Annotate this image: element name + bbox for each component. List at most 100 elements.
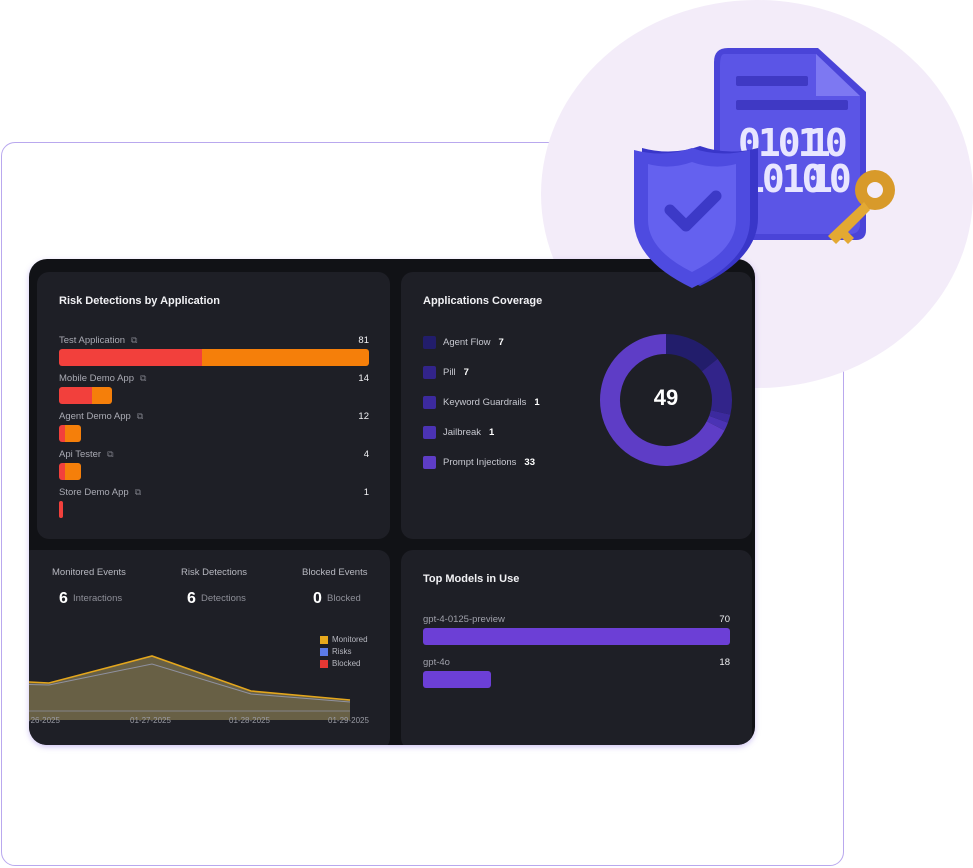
external-link-icon[interactable]: ⧉ — [139, 373, 147, 383]
coverage-card-title: Applications Coverage — [423, 295, 543, 307]
legend-swatch — [423, 365, 436, 379]
risk-count: 81 — [358, 335, 369, 346]
models-card-title: Top Models in Use — [423, 573, 520, 585]
monitored-line — [29, 655, 351, 701]
coverage-legend-keyword-guardrails[interactable]: Keyword Guardrails 1 — [423, 395, 540, 409]
risk-bar-red-segment — [59, 425, 66, 442]
metric-title-risk: Risk Detections — [181, 567, 247, 578]
risk-row-api-tester[interactable]: Api Tester ⧉ 4 — [59, 449, 369, 481]
model-bar[interactable] — [423, 628, 730, 645]
legend-label: Jailbreak — [443, 426, 482, 438]
events-area-chart[interactable] — [29, 640, 390, 720]
legend-count: 1 — [489, 426, 495, 438]
app-name: Agent Demo App — [59, 411, 131, 422]
donut-slice-prompt-injections[interactable] — [600, 334, 725, 466]
legend-label: Pill — [443, 366, 456, 378]
metric-number-monitored: 6 — [59, 590, 68, 607]
x-tick-label: 01-28-2025 — [229, 716, 270, 725]
risk-bar — [59, 425, 81, 442]
model-count: 18 — [719, 657, 730, 668]
risks-line — [29, 663, 351, 703]
donut-slice-jailbreak[interactable] — [706, 415, 728, 431]
key-icon — [828, 170, 895, 244]
security-illustration: 0101 10 1010 10 — [634, 48, 895, 288]
external-link-icon[interactable]: ⧉ — [107, 449, 114, 459]
risk-detections-card: Risk Detections by Application Test Appl… — [37, 272, 390, 539]
risk-bar-orange-segment — [201, 349, 369, 366]
legend-swatch — [423, 455, 436, 469]
coverage-legend-prompt-injections[interactable]: Prompt Injections 33 — [423, 455, 535, 469]
model-count: 70 — [719, 614, 730, 625]
area-legend-monitored[interactable]: Monitored — [320, 635, 368, 644]
risk-bar-orange-segment — [91, 387, 112, 404]
model-label: gpt-4-0125-preview — [423, 614, 505, 625]
risk-row-mobile-demo-app[interactable]: Mobile Demo App ⧉ 14 — [59, 373, 369, 405]
coverage-legend-pill[interactable]: Pill 7 — [423, 365, 469, 379]
risk-bar-red-segment — [59, 349, 202, 366]
x-tick-label: 01-29-2025 — [328, 716, 369, 725]
metric-sub-monitored: Interactions — [73, 593, 123, 604]
top-models-card: Top Models in Use gpt-4-0125-preview 70 … — [401, 550, 752, 745]
model-label: gpt-4o — [423, 657, 450, 668]
metric-sub-blocked: Blocked — [327, 593, 361, 604]
risk-bar — [59, 501, 64, 518]
legend-label: Keyword Guardrails — [443, 396, 527, 408]
legend-swatch — [423, 335, 436, 349]
legend-swatch — [320, 635, 328, 644]
legend-swatch — [423, 395, 436, 409]
dashboard-panel: Risk Detections by Application Test Appl… — [29, 259, 755, 745]
legend-count: 7 — [498, 336, 504, 348]
legend-count: 33 — [524, 456, 535, 468]
legend-label: Prompt Injections — [443, 456, 517, 468]
external-link-icon[interactable]: ⧉ — [134, 487, 142, 497]
applications-coverage-card: Applications Coverage Agent Flow 7 Pill … — [401, 272, 752, 539]
coverage-total: 49 — [653, 385, 679, 410]
shield-icon — [634, 146, 758, 288]
app-name: Test Application — [59, 335, 126, 346]
metric-number-blocked: 0 — [313, 590, 322, 607]
risk-bar-orange-segment — [65, 425, 81, 442]
risk-count: 12 — [358, 411, 369, 422]
legend-swatch — [423, 425, 436, 439]
app-name: Api Tester — [59, 449, 102, 460]
legend-count: 7 — [463, 366, 469, 378]
metric-sub-risk: Detections — [201, 593, 246, 604]
risk-bar — [59, 387, 112, 404]
donut-slice-keyword-guardrails[interactable] — [709, 410, 731, 423]
app-name: Store Demo App — [59, 487, 129, 498]
risk-count: 4 — [363, 449, 369, 460]
area-legend-risks[interactable]: Risks — [320, 647, 352, 656]
outline-frame — [1, 142, 844, 866]
risk-bar — [59, 463, 81, 480]
metric-title-monitored: Monitored Events — [52, 567, 126, 578]
risk-bar-red-segment — [59, 463, 66, 480]
legend-label: Risks — [332, 647, 352, 656]
donut-slice-pill[interactable] — [701, 358, 732, 415]
risk-bar-red-segment — [59, 387, 92, 404]
metric-title-blocked: Blocked Events — [302, 567, 368, 578]
coverage-legend-jailbreak[interactable]: Jailbreak 1 — [423, 425, 494, 439]
external-link-icon[interactable]: ⧉ — [136, 411, 144, 421]
legend-label: Monitored — [332, 635, 368, 644]
metric-number-risk: 6 — [187, 590, 196, 607]
risk-count: 14 — [358, 373, 369, 384]
external-link-icon[interactable]: ⧉ — [131, 335, 138, 345]
risk-row-test-application[interactable]: Test Application ⧉ 81 — [59, 335, 369, 367]
risk-row-agent-demo-app[interactable]: Agent Demo App ⧉ 12 — [59, 411, 369, 443]
risk-bar-orange-segment — [65, 463, 81, 480]
donut-slice-agent-flow[interactable] — [665, 334, 718, 372]
risk-bar-red-segment — [59, 501, 64, 518]
risk-card-title: Risk Detections by Application — [59, 295, 220, 307]
area-legend-blocked[interactable]: Blocked — [320, 659, 360, 668]
legend-swatch — [320, 659, 328, 668]
risk-row-store-demo-app[interactable]: Store Demo App ⧉ 1 — [59, 487, 369, 519]
legend-label: Agent Flow — [443, 336, 491, 348]
coverage-donut-chart[interactable] — [599, 333, 733, 467]
legend-swatch — [320, 647, 328, 656]
model-bar[interactable] — [423, 671, 491, 688]
coverage-legend-agent-flow[interactable]: Agent Flow 7 — [423, 335, 504, 349]
binary-code-bottom-ones: 10 — [810, 157, 850, 201]
events-card: Monitored Events 6 Interactions Risk Det… — [29, 550, 390, 745]
monitored-area — [29, 656, 350, 720]
risk-bar — [59, 349, 369, 366]
